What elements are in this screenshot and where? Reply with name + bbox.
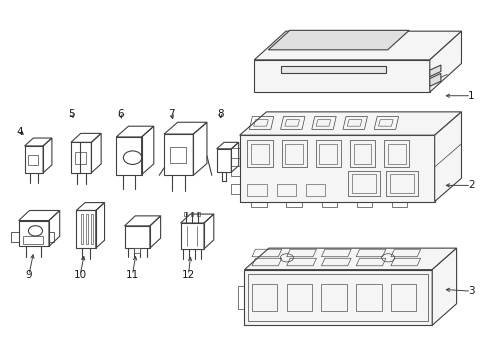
- Bar: [248, 274, 427, 321]
- Text: 8: 8: [216, 109, 223, 119]
- Polygon shape: [244, 248, 456, 270]
- Bar: [23, 236, 43, 244]
- Polygon shape: [244, 270, 431, 325]
- Bar: [75, 152, 86, 164]
- Polygon shape: [134, 248, 140, 253]
- Bar: [305, 184, 325, 196]
- Polygon shape: [429, 65, 440, 77]
- Bar: [276, 184, 296, 196]
- Bar: [247, 140, 272, 167]
- Text: 12: 12: [182, 270, 195, 280]
- Bar: [387, 144, 405, 164]
- Bar: [247, 184, 266, 196]
- Text: 2: 2: [467, 180, 473, 190]
- Polygon shape: [254, 31, 461, 60]
- Text: 5: 5: [68, 109, 75, 119]
- Polygon shape: [429, 73, 440, 86]
- Bar: [169, 147, 185, 163]
- Bar: [389, 174, 413, 193]
- Bar: [251, 144, 268, 164]
- Bar: [321, 284, 346, 311]
- Polygon shape: [434, 112, 461, 202]
- Text: 3: 3: [467, 286, 473, 296]
- Polygon shape: [239, 112, 461, 135]
- Text: 7: 7: [168, 109, 174, 119]
- Bar: [385, 171, 417, 196]
- Text: 11: 11: [125, 270, 139, 280]
- Bar: [383, 140, 408, 167]
- Polygon shape: [429, 31, 461, 92]
- Text: 4: 4: [17, 127, 23, 136]
- Bar: [85, 214, 88, 244]
- Bar: [347, 171, 379, 196]
- Bar: [90, 214, 93, 244]
- Bar: [280, 66, 385, 73]
- Text: 9: 9: [25, 270, 32, 280]
- Text: 1: 1: [467, 91, 473, 101]
- Polygon shape: [268, 30, 408, 50]
- Bar: [184, 212, 187, 216]
- Text: 10: 10: [74, 270, 86, 280]
- Polygon shape: [254, 60, 429, 92]
- Bar: [349, 140, 374, 167]
- Bar: [315, 140, 340, 167]
- Bar: [353, 144, 370, 164]
- Bar: [28, 154, 39, 165]
- Bar: [197, 212, 200, 216]
- Bar: [285, 144, 303, 164]
- Bar: [81, 214, 83, 244]
- Bar: [251, 284, 277, 311]
- Bar: [355, 284, 381, 311]
- Bar: [281, 140, 306, 167]
- Bar: [190, 212, 193, 216]
- Bar: [351, 174, 375, 193]
- Polygon shape: [239, 135, 434, 202]
- Bar: [319, 144, 337, 164]
- Text: 6: 6: [117, 109, 123, 119]
- Bar: [390, 284, 415, 311]
- Polygon shape: [431, 248, 456, 325]
- Bar: [286, 284, 311, 311]
